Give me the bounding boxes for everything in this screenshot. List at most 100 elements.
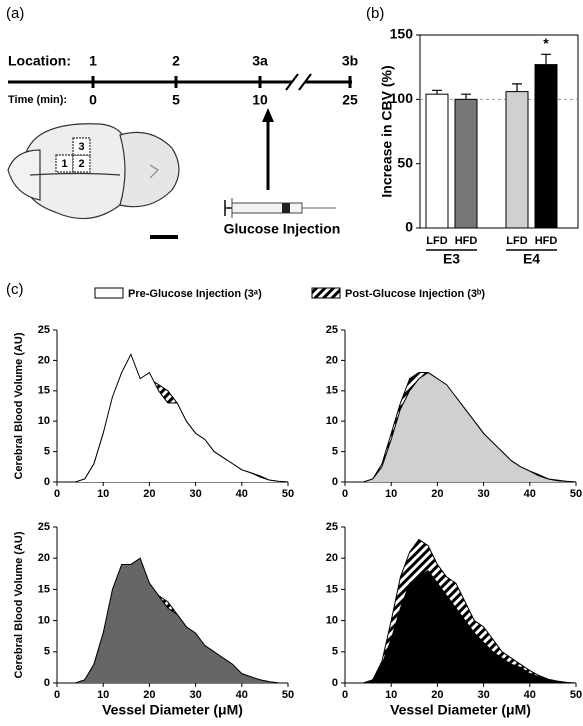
timeline: Location: Time (min): xyxy=(8,53,352,106)
x-tick-label: 30 xyxy=(189,488,201,500)
x-tick-label: 50 xyxy=(570,689,582,701)
x-tick-label: 30 xyxy=(189,689,201,701)
y-tick-label: 100 xyxy=(390,90,414,106)
x-tick-label: 20 xyxy=(431,689,443,701)
legend-label: Post-Glucose Injection (3ᵇ) xyxy=(345,288,485,300)
y-tick-label: 0 xyxy=(44,677,50,689)
error-bar xyxy=(541,53,551,65)
injection-label: Glucose Injection xyxy=(224,221,341,237)
bar xyxy=(505,91,529,229)
time: 10 xyxy=(252,92,268,108)
x-tick-label: 0 xyxy=(342,488,348,500)
area-fill xyxy=(57,558,288,683)
x-tick-label: 10 xyxy=(97,689,109,701)
panel-label: (a) xyxy=(6,5,24,22)
legend-swatch xyxy=(311,287,341,299)
y-axis-label: Cerebral Blood Volume (AU) xyxy=(13,332,25,479)
x-tick-label: 20 xyxy=(143,689,155,701)
x-tick-label: 40 xyxy=(524,689,536,701)
bar xyxy=(534,64,558,229)
y-tick-label: 10 xyxy=(326,615,338,627)
y-tick-label: 15 xyxy=(38,385,50,397)
y-tick-label: 0 xyxy=(332,476,338,488)
x-axis-label: Vessel Diameter (μM) xyxy=(390,702,531,718)
x-axis-label: Vessel Diameter (μM) xyxy=(102,702,243,718)
y-tick-label: 150 xyxy=(390,26,414,42)
y-tick-label: 50 xyxy=(397,154,413,170)
x-tick-label: 0 xyxy=(54,488,60,500)
y-tick-label: 10 xyxy=(326,415,338,427)
location: 3b xyxy=(342,53,358,69)
legend-swatch xyxy=(94,287,124,299)
group-label: E4 xyxy=(523,251,540,267)
region-label: 2 xyxy=(78,158,84,170)
area-outline xyxy=(345,538,577,684)
y-tick-label: 0 xyxy=(405,219,413,235)
panel-label: (c) xyxy=(6,281,24,298)
y-tick-label: 20 xyxy=(38,552,50,564)
location: 3a xyxy=(252,53,268,69)
location-label: Location: xyxy=(8,53,71,69)
area-outline xyxy=(345,569,576,684)
brain-drawing xyxy=(7,123,180,239)
x-tick-label: 50 xyxy=(570,488,582,500)
y-tick-label: 25 xyxy=(326,521,338,533)
y-tick-label: 15 xyxy=(326,583,338,595)
panel-label: (b) xyxy=(366,5,384,22)
area-fill xyxy=(345,570,576,683)
y-tick-label: 20 xyxy=(38,354,50,366)
x-tick-label: 10 xyxy=(385,488,397,500)
x-tick-label: LFD xyxy=(506,235,527,247)
x-tick-label: 0 xyxy=(54,689,60,701)
x-tick-label: LFD xyxy=(426,235,447,247)
x-tick-label: 0 xyxy=(342,689,348,701)
time-label: Time (min): xyxy=(8,94,67,106)
x-tick-label: 50 xyxy=(282,488,294,500)
y-axis-label: Increase in CBV (%) xyxy=(379,65,395,197)
plot-frame xyxy=(419,34,579,229)
y-tick-label: 5 xyxy=(332,646,338,658)
y-tick-label: 15 xyxy=(38,583,50,595)
annotation: * xyxy=(543,35,549,51)
y-axis-label: Cerebral Blood Volume (AU) xyxy=(13,531,25,678)
time: 5 xyxy=(172,92,180,108)
area-fill xyxy=(57,354,288,482)
area-outline xyxy=(345,371,577,483)
y-tick-label: 25 xyxy=(326,324,338,336)
y-tick-label: 15 xyxy=(326,385,338,397)
x-tick-label: 20 xyxy=(143,488,155,500)
y-tick-label: 10 xyxy=(38,615,50,627)
y-tick-label: 10 xyxy=(38,415,50,427)
y-tick-label: 5 xyxy=(44,646,50,658)
injection-drawing xyxy=(224,108,336,218)
group-label: E3 xyxy=(443,251,460,267)
region-label: 1 xyxy=(61,158,67,170)
x-tick-label: HFD xyxy=(455,235,478,247)
bar xyxy=(425,93,449,229)
error-bar xyxy=(461,93,471,100)
y-tick-label: 25 xyxy=(38,324,50,336)
y-tick-label: 0 xyxy=(332,677,338,689)
x-tick-label: 30 xyxy=(477,488,489,500)
y-tick-label: 25 xyxy=(38,521,50,533)
y-tick-label: 20 xyxy=(326,552,338,564)
time: 25 xyxy=(342,92,358,108)
y-tick-label: 20 xyxy=(326,354,338,366)
x-tick-label: 30 xyxy=(477,689,489,701)
y-tick-label: 0 xyxy=(44,476,50,488)
x-tick-label: 40 xyxy=(524,488,536,500)
x-tick-label: 10 xyxy=(385,689,397,701)
time: 0 xyxy=(89,92,97,108)
area-fill xyxy=(345,372,576,482)
y-tick-label: 5 xyxy=(332,446,338,458)
x-tick-label: HFD xyxy=(535,235,558,247)
area-outline xyxy=(57,353,289,483)
bar xyxy=(454,98,478,229)
x-tick-label: 10 xyxy=(97,488,109,500)
legend-label: Pre-Glucose Injection (3ᵃ) xyxy=(128,288,262,300)
error-bar xyxy=(432,89,442,95)
error-bar xyxy=(512,83,522,92)
y-tick-label: 5 xyxy=(44,446,50,458)
x-tick-label: 40 xyxy=(236,689,248,701)
